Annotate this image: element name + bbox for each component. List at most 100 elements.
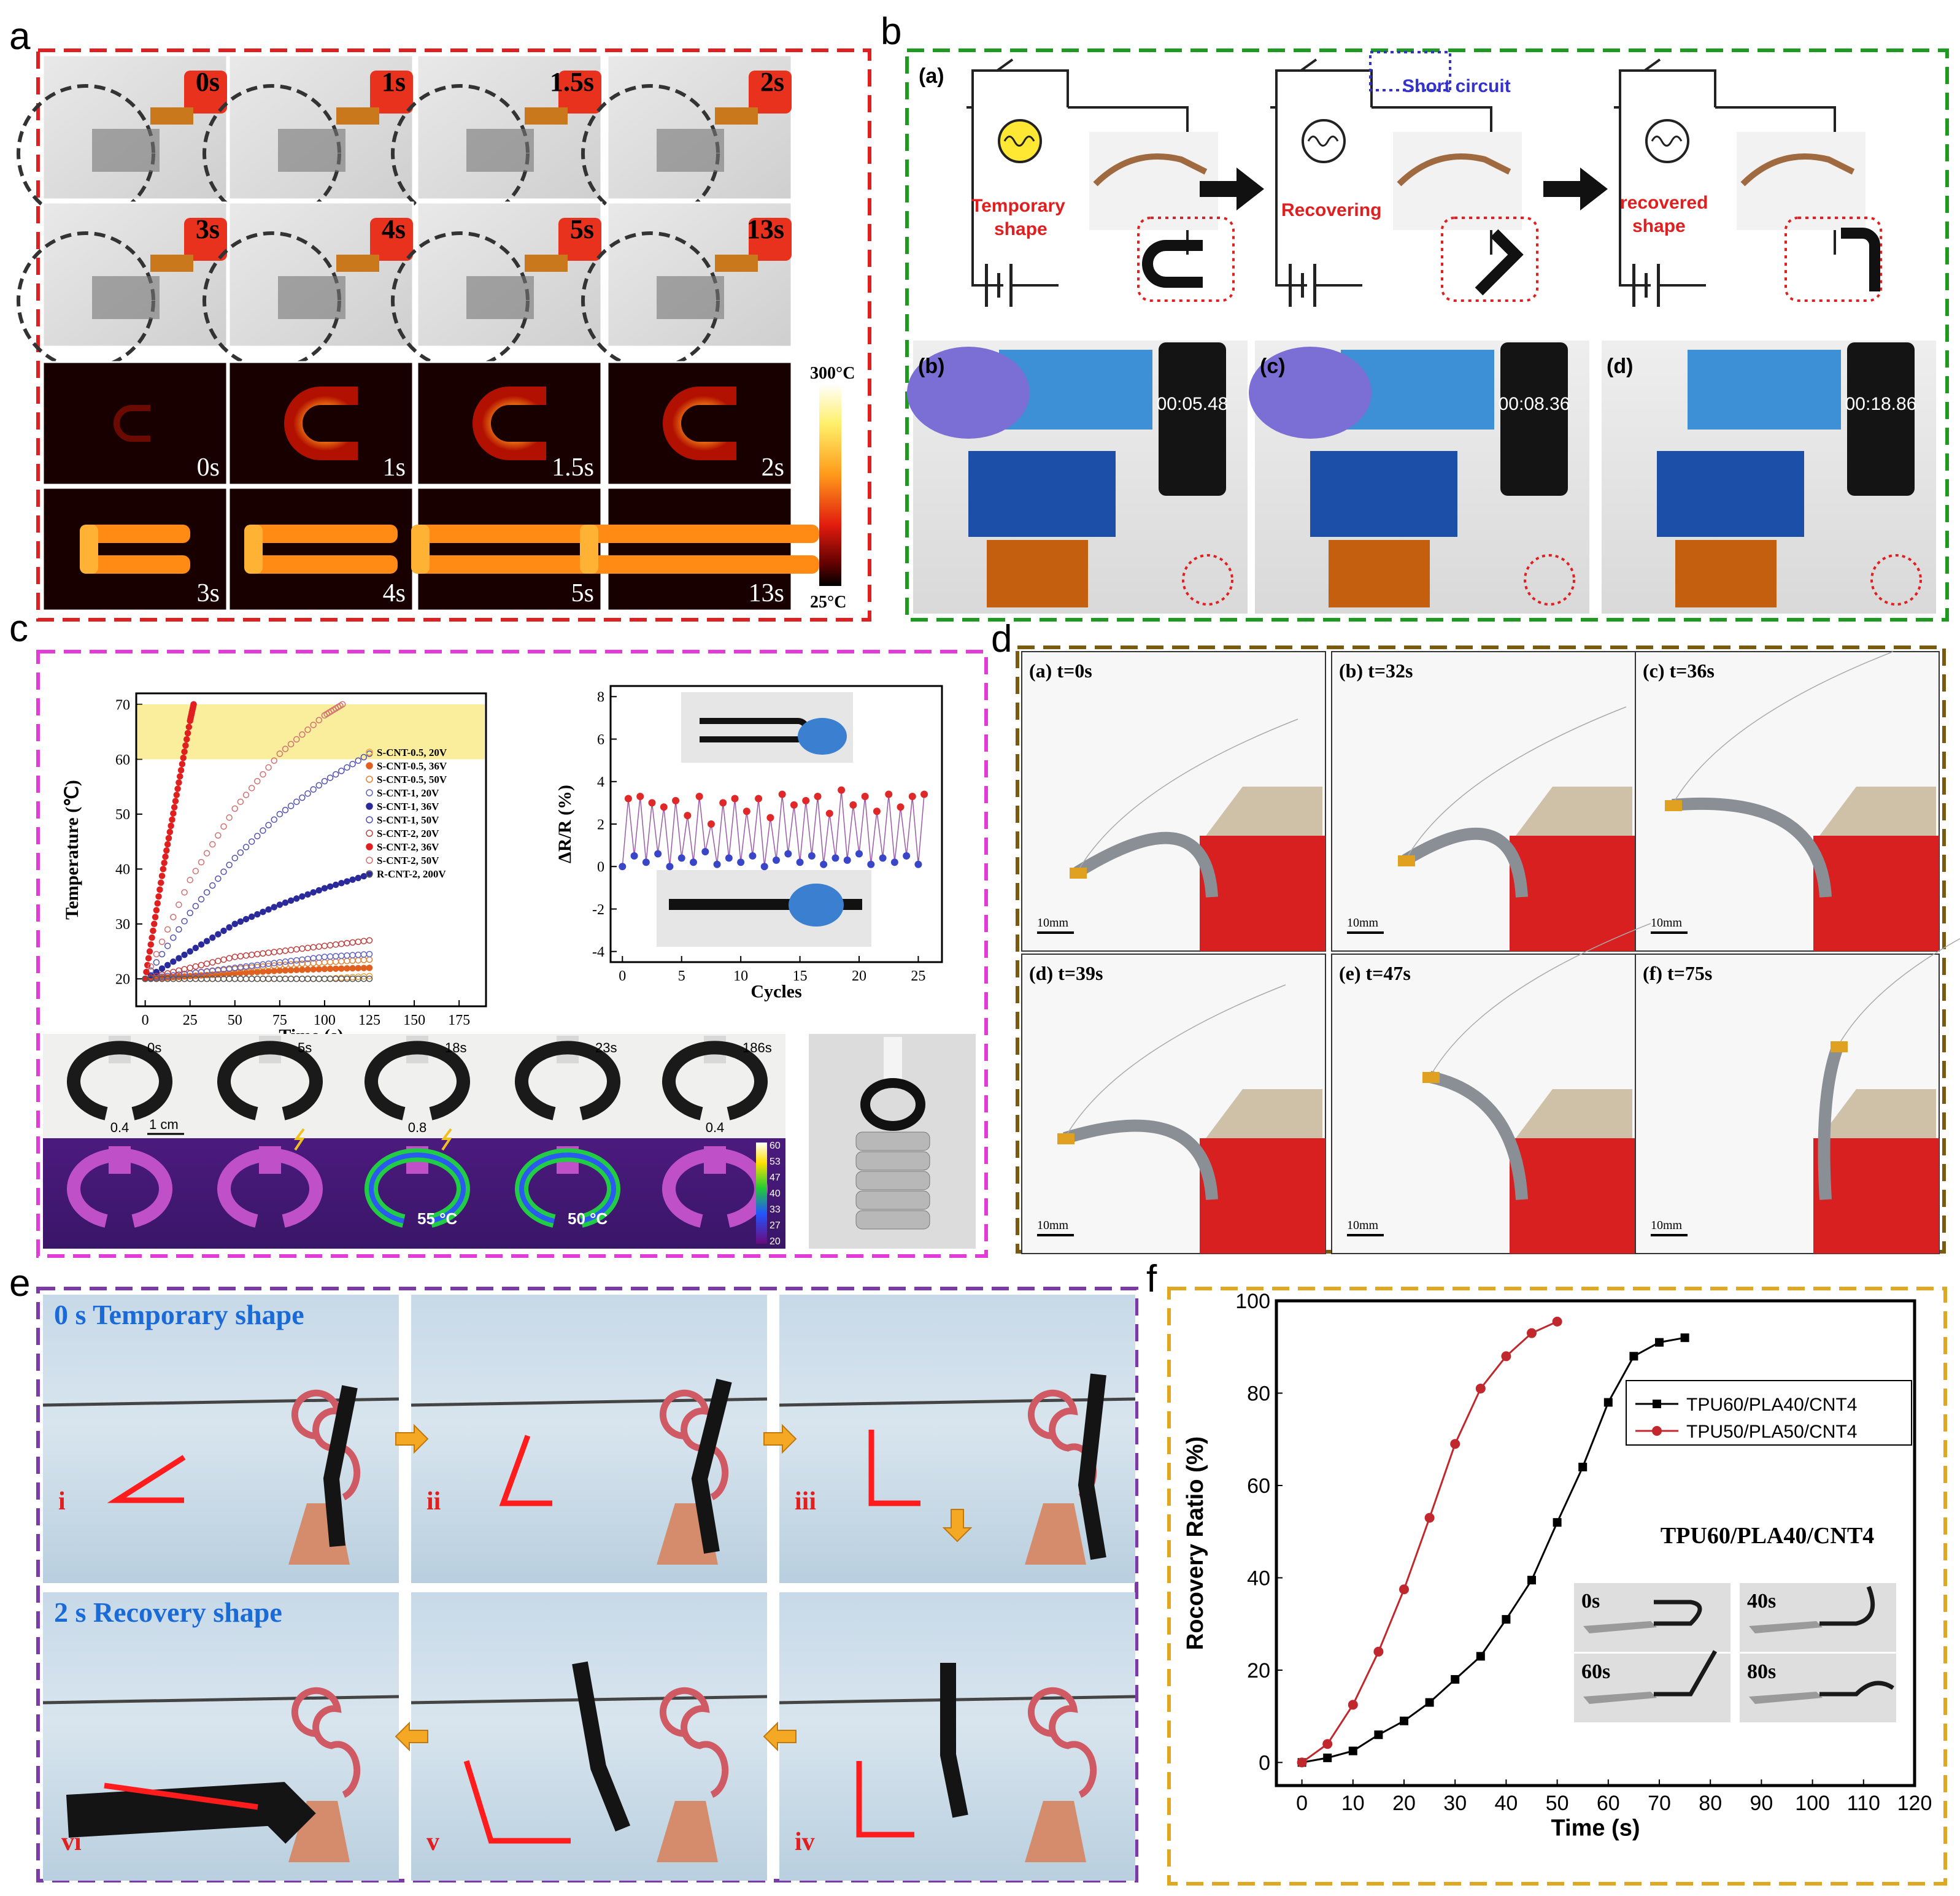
valley-point: [654, 850, 662, 858]
data-point-square: [1323, 1753, 1332, 1762]
data-point: [260, 950, 266, 957]
peak-point: [873, 807, 881, 815]
circuit-pattern: [92, 276, 160, 319]
y-tick-label: 2: [597, 817, 604, 833]
glove-tip: [798, 718, 847, 755]
data-point: [198, 961, 205, 969]
data-point: [287, 947, 295, 954]
arrow-right-icon: [1200, 168, 1264, 210]
legend-label: S-CNT-2, 20V: [377, 828, 439, 839]
fiber-tip: [1398, 855, 1415, 866]
data-point: [326, 958, 334, 966]
fiber-thread: [1837, 938, 1960, 1047]
switch-icon: [1643, 58, 1691, 72]
data-point: [149, 934, 155, 941]
scale-label: 10mm: [1037, 916, 1069, 930]
panel-a-photo-grid: 0s 1s 1.5s 2s 3s 4s 5s 13s: [17, 54, 793, 370]
x-tick-label: 80: [1699, 1792, 1722, 1815]
data-point: [326, 976, 334, 982]
data-point: [321, 954, 328, 960]
roman-numeral: ii: [426, 1487, 441, 1516]
data-point: [271, 949, 277, 955]
data-point: [146, 948, 153, 955]
data-point: [366, 950, 373, 958]
data-point: [355, 938, 361, 946]
x-tick-label: 50: [228, 1012, 242, 1028]
battery-plate: [985, 264, 988, 307]
circuit-wire: [1275, 69, 1492, 287]
circuit-pattern: [657, 129, 724, 172]
x-tick-label: 20: [852, 968, 866, 984]
alligator-clip: [1583, 1692, 1657, 1704]
strip-time: 0s: [147, 1040, 161, 1055]
panel-letter-d: d: [991, 618, 1012, 660]
recovered-shape-icon: [1841, 228, 1880, 291]
data-point: [192, 944, 199, 952]
legend-box: [1626, 1380, 1912, 1446]
wire-clip-photo: [1397, 153, 1511, 187]
data-point: [203, 889, 210, 896]
sample-fiber: [1819, 1586, 1875, 1626]
frame-label: (c) t=36s: [1643, 660, 1715, 682]
x-tick-label: 50: [1546, 1792, 1569, 1815]
data-point: [231, 805, 239, 812]
resistance-chart: 0 5 10 15 20 25 -4 -2 0 2 4 6 8 Cycles ΔR/R (%): [555, 685, 943, 1002]
colorbar-tick: 27: [770, 1220, 781, 1231]
data-point: [153, 950, 160, 958]
metal-weight: [855, 1171, 930, 1190]
fiber-tip: [1665, 800, 1682, 811]
fiber-tip: [1422, 1072, 1440, 1083]
gap-value: 0.8: [408, 1120, 427, 1135]
coiled-wire: [1027, 1687, 1097, 1798]
scale-label: 10mm: [1651, 916, 1683, 930]
data-point-square: [1476, 1652, 1485, 1661]
scale-label: 10mm: [1037, 1219, 1069, 1232]
data-point: [215, 931, 222, 938]
data-point: [276, 976, 284, 982]
valley-point: [666, 863, 674, 871]
data-point: [344, 952, 350, 959]
gripper-ring: [67, 1041, 172, 1120]
battery-plate: [1009, 264, 1013, 307]
inset-time: 40s: [1747, 1590, 1776, 1613]
data-point-square: [1553, 1518, 1562, 1527]
data-point: [276, 811, 284, 818]
lit-bulb-icon: [998, 119, 1042, 163]
data-point: [203, 960, 210, 967]
data-point: [248, 838, 255, 845]
thermal-time-label: 0s: [197, 453, 220, 482]
wire-clip-photo: [1093, 153, 1208, 187]
colorbar-tick: 33: [770, 1204, 781, 1215]
data-point: [164, 942, 171, 949]
data-point: [162, 853, 169, 860]
legend-marker: [366, 857, 373, 864]
data-point-square: [1629, 1352, 1638, 1361]
data-point: [254, 976, 261, 982]
x-tick-label: 40: [1494, 1792, 1518, 1815]
short-circuit-box: [1369, 51, 1451, 91]
x-tick-label: 125: [358, 1012, 380, 1028]
filament-icon: [1003, 136, 1035, 147]
fiber-tip: [1070, 868, 1087, 879]
legend-label: S-CNT-0.5, 50V: [377, 774, 447, 785]
legend-marker: [366, 789, 373, 796]
bent-shape-icon: [1475, 229, 1524, 296]
peak-point: [695, 793, 703, 800]
data-point: [220, 927, 227, 935]
temperature-chart: 0255075100125150175203040506070Time (s)T…: [62, 692, 487, 1046]
coiled-wire: [659, 1687, 729, 1798]
panel-b: b (a) Short circuit Temporary shape Reco…: [881, 10, 1949, 622]
data-point: [220, 823, 227, 830]
peak-point: [672, 796, 680, 804]
data-point: [338, 879, 345, 887]
peak-point: [778, 790, 786, 798]
x-tick-label: 30: [1443, 1792, 1467, 1815]
data-point: [310, 966, 317, 973]
switch-icon: [996, 58, 1043, 72]
copper-electrode: [336, 255, 379, 272]
data-point: [215, 832, 222, 839]
fiber-tip: [1057, 1133, 1075, 1144]
fiber-recovery-frames: (a) t=0s 10mm (b) t=32s 10mm (c) t=36s 10mm (d…: [1021, 651, 1960, 1254]
data-point: [173, 792, 180, 798]
